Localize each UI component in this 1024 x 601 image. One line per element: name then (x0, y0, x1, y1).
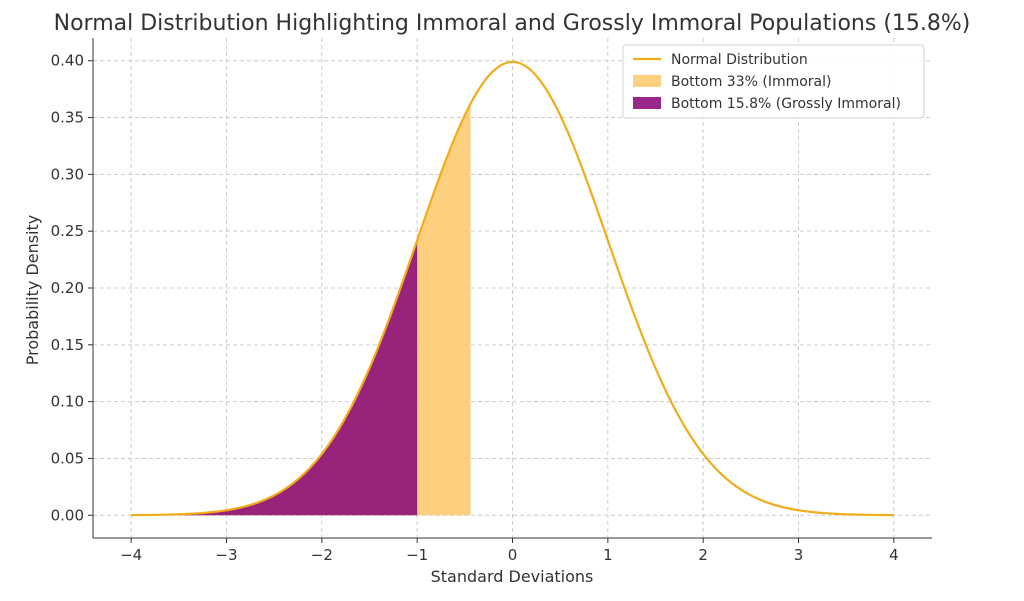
legend-label: Bottom 33% (Immoral) (671, 74, 832, 90)
legend-swatch-fill (633, 75, 661, 87)
legend-label: Normal Distribution (671, 52, 808, 68)
y-tick-label: 0.05 (51, 449, 84, 467)
normal-distribution-line (131, 60, 894, 517)
axis-layer: −4 −3 −2 −1 0 1 2 3 4 0.00 0.05 0.10 0.15 0.20 0.25 0.3… (51, 38, 932, 564)
y-tick-label: 0.25 (51, 222, 84, 240)
y-tick-label: 0.40 (51, 52, 84, 70)
x-tick-label: 2 (698, 546, 708, 564)
y-axis-label: Probability Density (23, 215, 42, 366)
legend-swatch-fill (633, 97, 661, 109)
x-tick-label: −4 (120, 546, 142, 564)
x-tick-label: −2 (311, 546, 333, 564)
x-tick-label: 0 (508, 546, 518, 564)
y-tick-label: 0.35 (51, 109, 84, 127)
legend: Normal Distribution Bottom 33% (Immoral) B… (622, 44, 925, 119)
y-tick-label: 0.20 (51, 279, 84, 297)
chart-title: Normal Distribution Highlighting Immoral… (54, 11, 971, 36)
legend-box (622, 44, 925, 119)
fill-layer (131, 103, 471, 516)
x-axis-label: Standard Deviations (431, 567, 594, 586)
y-tick-label: 0.15 (51, 336, 84, 354)
x-tick-label: 4 (889, 546, 899, 564)
y-tick-label: 0.00 (51, 506, 84, 524)
x-tick-label: 1 (603, 546, 613, 564)
x-tick-label: −3 (215, 546, 237, 564)
area-bottom-33-immoral (131, 103, 471, 516)
x-tick-label: −1 (406, 546, 428, 564)
y-tick-label: 0.10 (51, 393, 84, 411)
legend-label: Bottom 15.8% (Grossly Immoral) (671, 96, 901, 112)
y-tick-label: 0.30 (51, 165, 84, 183)
area-bottom-15-8-grossly-immoral (131, 240, 418, 516)
x-tick-label: 3 (794, 546, 804, 564)
line-layer (131, 60, 894, 517)
